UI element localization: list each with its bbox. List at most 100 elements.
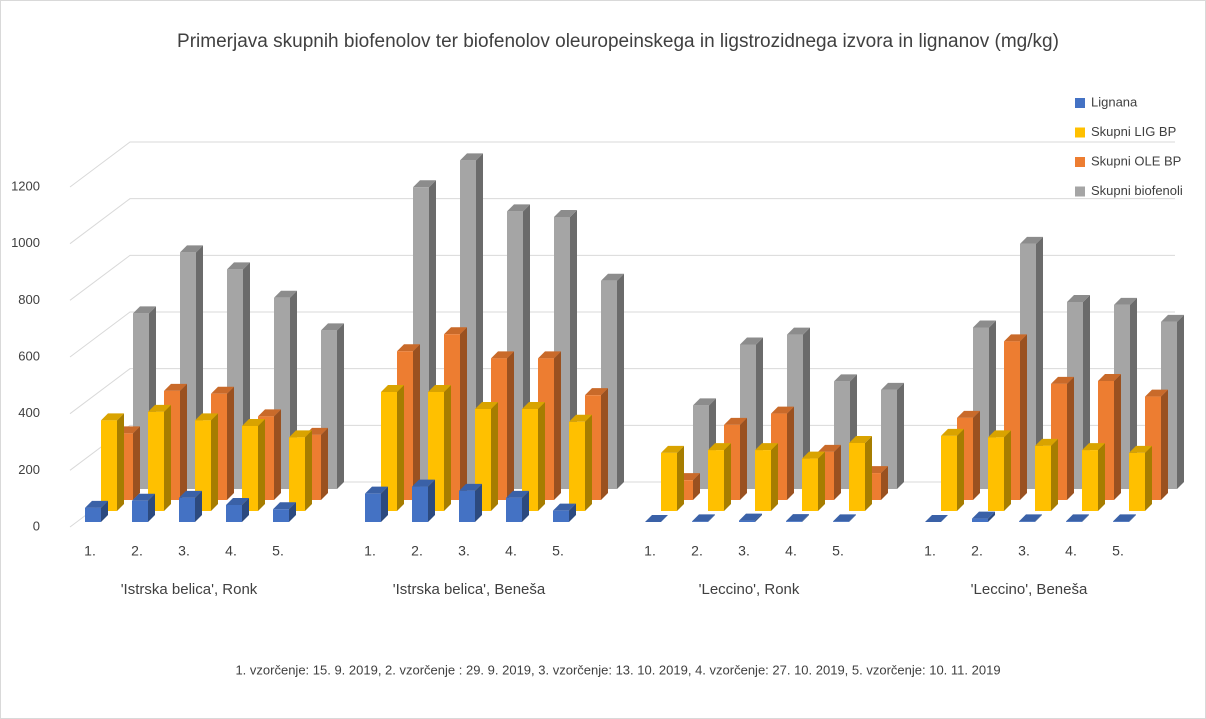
bar-side <box>117 413 124 511</box>
bar-side <box>802 514 809 522</box>
bar <box>988 437 1004 511</box>
bar <box>242 426 258 511</box>
bar <box>661 452 677 511</box>
grid-line <box>69 311 1175 358</box>
bar-top <box>475 402 498 409</box>
bar-side <box>585 414 592 511</box>
bar-top <box>1035 438 1058 446</box>
bar-side <box>337 323 344 489</box>
bar-side <box>258 419 265 511</box>
bar-top <box>1020 236 1043 244</box>
bar <box>85 507 101 522</box>
bar <box>1113 521 1129 522</box>
bar-top <box>273 502 296 510</box>
footnote: 1. vzorčenje: 15. 9. 2019, 2. vzorčenje … <box>235 662 1000 677</box>
bar-side <box>413 344 420 500</box>
bar-side <box>554 351 561 500</box>
bar-top <box>226 498 249 505</box>
grid-line <box>69 141 1175 188</box>
bar-top <box>321 323 344 331</box>
bar-top <box>101 413 124 421</box>
group-label: 'Leccino', Beneša <box>971 581 1088 598</box>
bar <box>1019 521 1035 522</box>
bar-side <box>1020 334 1027 500</box>
bar-side <box>538 402 545 511</box>
bar-top <box>132 493 155 501</box>
bar-top <box>1051 376 1074 384</box>
bar-top <box>538 351 561 359</box>
bar-side <box>428 479 435 522</box>
bar-side <box>708 514 715 522</box>
x-tick-label: 4. <box>225 543 237 559</box>
bar-top <box>973 320 996 328</box>
bar-top <box>972 511 995 519</box>
chart-title: Primerjava skupnih biofenolov ter biofen… <box>177 31 1059 52</box>
bar-top <box>180 245 203 253</box>
bar <box>972 518 988 522</box>
grid-line <box>69 198 1175 245</box>
bar-side <box>148 493 155 522</box>
bar <box>786 521 802 522</box>
y-tick-label: 200 <box>18 462 40 477</box>
bar-top <box>601 273 624 281</box>
bar-side <box>321 427 328 500</box>
bar-side <box>1161 389 1168 500</box>
bar-top <box>491 351 514 359</box>
bar-side <box>973 410 980 500</box>
bar-side <box>740 417 747 500</box>
bar-side <box>274 409 281 500</box>
x-tick-label: 3. <box>1018 543 1030 559</box>
bar-top <box>365 486 388 494</box>
legend-label: Skupni biofenoli <box>1091 183 1183 198</box>
legend-label: Skupni OLE BP <box>1091 153 1181 168</box>
bar-top <box>506 490 529 498</box>
x-tick-label: 2. <box>691 543 703 559</box>
bar-side <box>617 273 624 489</box>
bar-top <box>195 413 218 421</box>
bar-top <box>834 374 857 382</box>
x-tick-label: 1. <box>644 543 656 559</box>
group-label: 'Istrska belica', Ronk <box>121 581 258 598</box>
grid-line <box>69 424 1175 471</box>
x-tick-label: 3. <box>738 543 750 559</box>
y-tick-label: 1000 <box>11 235 40 250</box>
bar-top <box>522 402 545 409</box>
grid-line <box>69 254 1175 301</box>
bar <box>273 509 289 522</box>
y-tick-label: 1200 <box>11 178 40 193</box>
bar-side <box>1036 236 1043 489</box>
bar <box>179 497 195 522</box>
bar-top <box>148 404 171 412</box>
x-tick-label: 3. <box>178 543 190 559</box>
bar <box>708 450 724 511</box>
bar <box>1035 445 1051 511</box>
bar-top <box>1082 443 1105 451</box>
bar <box>553 510 569 522</box>
bar-top <box>1114 297 1137 305</box>
bar-side <box>101 500 108 522</box>
x-tick-label: 5. <box>552 543 564 559</box>
bar-side <box>988 511 995 522</box>
bar-top <box>957 410 980 418</box>
bar-top <box>554 210 577 217</box>
bar-top <box>771 406 794 414</box>
bar-top <box>289 430 312 438</box>
bar-top <box>585 388 608 396</box>
bar-side <box>507 351 514 500</box>
bar-top <box>988 430 1011 438</box>
bar-top <box>1129 445 1152 453</box>
bar-side <box>1004 430 1011 511</box>
bar <box>459 490 475 522</box>
bar-top <box>787 327 810 335</box>
bar-top <box>459 483 482 491</box>
bar-top <box>1067 295 1090 302</box>
bar <box>833 521 849 522</box>
bar-top <box>211 386 234 394</box>
x-tick-label: 4. <box>1065 543 1077 559</box>
bar <box>226 505 242 522</box>
legend-label: Skupni LIG BP <box>1091 124 1176 139</box>
x-tick-label: 4. <box>785 543 797 559</box>
bar-top <box>1161 314 1184 322</box>
x-tick-label: 1. <box>364 543 376 559</box>
